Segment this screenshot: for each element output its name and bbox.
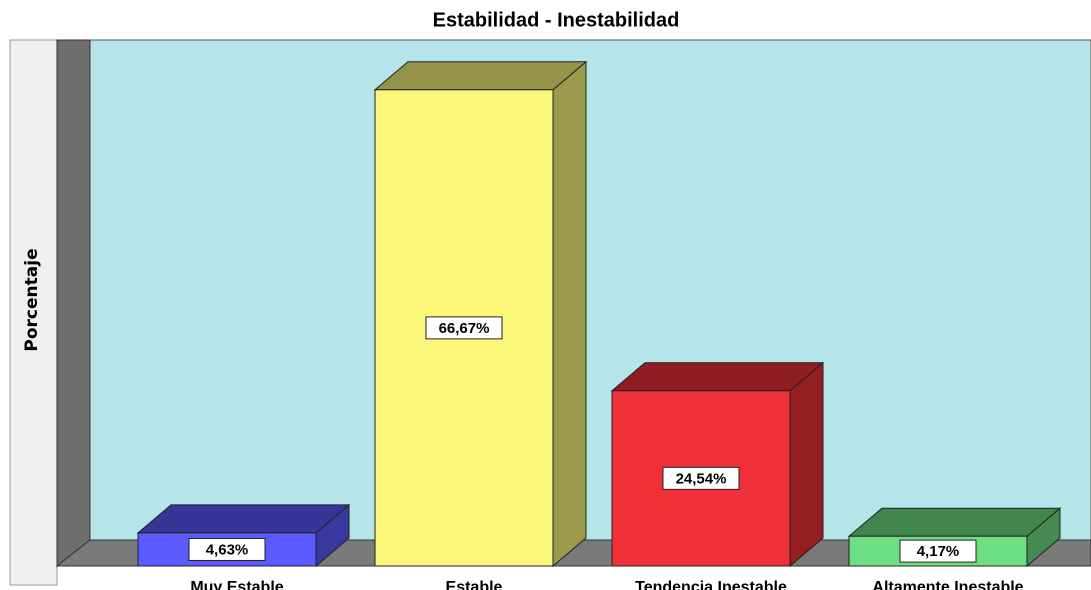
x-tick-label: Altamente Inestable — [872, 579, 1023, 590]
value-label-box — [662, 466, 740, 490]
y-axis-label: Porcentaje — [22, 248, 42, 351]
value-label: 4,63% — [206, 541, 249, 558]
value-label-box — [188, 537, 266, 561]
x-tick-label: Tendencia Inestable — [635, 579, 787, 590]
bar-top — [847, 507, 1062, 537]
outer-panel — [9, 39, 58, 586]
bar-top — [136, 504, 351, 534]
x-tick-label: Estable — [446, 579, 503, 590]
back-wall — [89, 39, 1091, 541]
chart-title: Estabilidad - Inestabilidad — [433, 9, 680, 31]
bar-top — [610, 362, 825, 392]
bar-side — [789, 361, 824, 568]
value-label-box — [899, 539, 977, 563]
side-wall — [56, 39, 91, 568]
value-label: 66,67% — [439, 320, 490, 337]
bar-side — [552, 60, 587, 568]
value-label: 4,17% — [917, 543, 960, 560]
value-label-box — [425, 316, 503, 340]
value-label: 24,54% — [676, 470, 727, 487]
bar-top — [373, 61, 588, 91]
x-tick-label: Muy Estable — [190, 579, 283, 590]
